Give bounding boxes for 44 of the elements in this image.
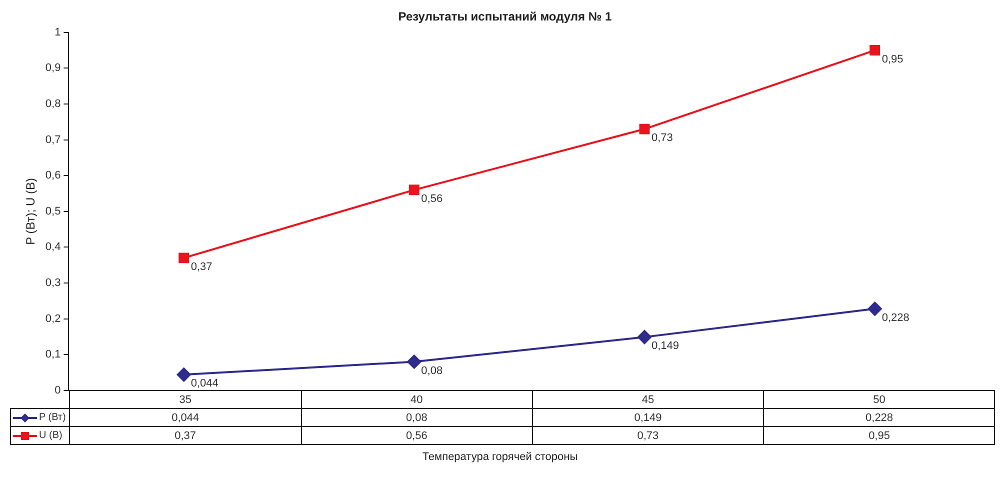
chart-title: Результаты испытаний модуля № 1 bbox=[398, 10, 612, 24]
data-label: 0,37 bbox=[70, 426, 301, 445]
y-tick-label: 0,4 bbox=[45, 241, 61, 254]
text: 0,73 bbox=[652, 132, 673, 144]
x-tick-label: 45 bbox=[532, 390, 764, 409]
y-tick-label: 0,7 bbox=[45, 134, 61, 146]
point bbox=[639, 124, 650, 134]
x-tick-label: 50 bbox=[764, 390, 995, 409]
y-tick-label: 0,8 bbox=[45, 98, 61, 110]
point bbox=[178, 252, 190, 264]
data-label: 0,149 bbox=[532, 408, 764, 427]
legend-label: P (Вт) bbox=[10, 408, 70, 427]
text: 0,56 bbox=[421, 192, 443, 205]
legend-label: U (В) bbox=[10, 426, 70, 445]
y-tick-label: 1 bbox=[54, 26, 61, 38]
y-tick-label: 0,5 bbox=[45, 205, 61, 218]
y-tick-label: 0,1 bbox=[45, 348, 61, 361]
data-label: 0,08 bbox=[301, 408, 532, 427]
text: 0,08 bbox=[421, 364, 443, 377]
data-label: 0,228 bbox=[764, 408, 995, 427]
y-tick-label: 0,9 bbox=[45, 62, 61, 74]
x-axis-title: Температура горячей стороны bbox=[421, 451, 579, 464]
data-label: 0,73 bbox=[532, 426, 764, 445]
y-tick-label: 0,6 bbox=[45, 170, 61, 182]
text: 0,95 bbox=[882, 53, 904, 66]
x-tick-label: 35 bbox=[70, 390, 301, 409]
data-label: 0,56 bbox=[301, 426, 532, 445]
data-label: 0,044 bbox=[70, 408, 301, 427]
point bbox=[176, 368, 191, 382]
y-tick-label: 0,3 bbox=[45, 277, 61, 290]
text: 0,044 bbox=[190, 378, 218, 390]
y-tick-label: 0,2 bbox=[45, 312, 61, 325]
point bbox=[408, 184, 420, 196]
y-tick-label: 0 bbox=[54, 384, 61, 396]
x-tick-label: 40 bbox=[301, 390, 532, 409]
text: 0,149 bbox=[652, 340, 680, 352]
point bbox=[407, 354, 422, 369]
point bbox=[870, 45, 880, 56]
y-axis-title: P (Вт); U (В) bbox=[24, 178, 38, 245]
point bbox=[638, 330, 652, 344]
data-label: 0,95 bbox=[764, 426, 995, 445]
text: 0,228 bbox=[882, 312, 910, 324]
point bbox=[868, 302, 882, 316]
text: 0,37 bbox=[190, 260, 212, 273]
